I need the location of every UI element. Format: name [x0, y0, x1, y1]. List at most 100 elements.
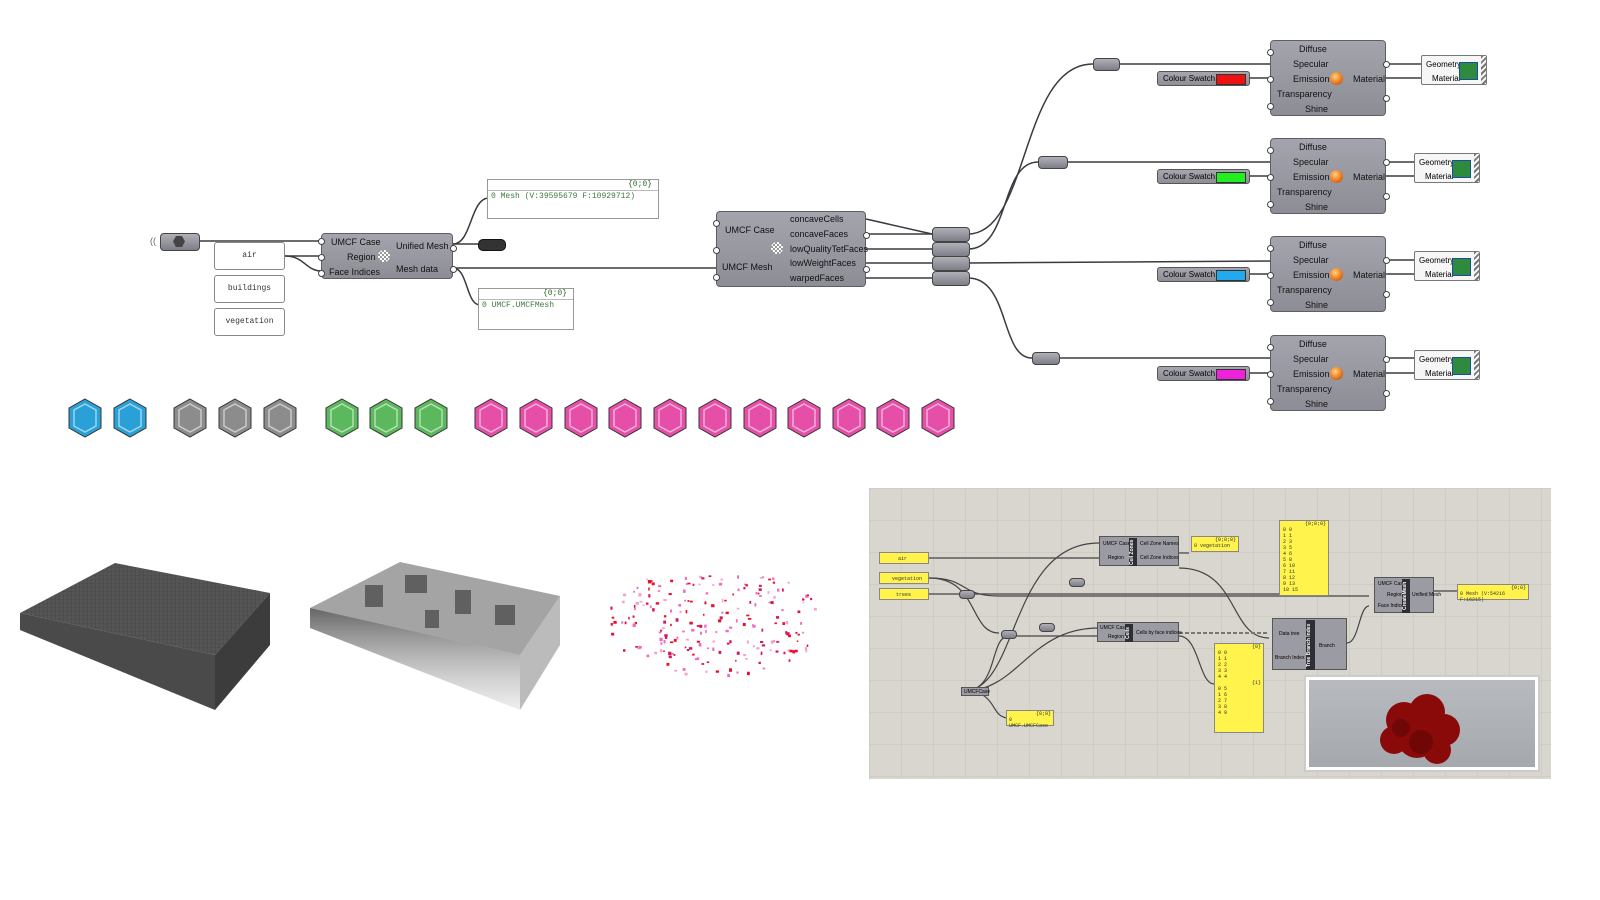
relay-2[interactable]: [1038, 156, 1068, 169]
create-mesh-component[interactable]: UMCF Case Region Face Indices CreateMesh…: [1374, 577, 1441, 613]
yellow-param-vegetation[interactable]: vegetation: [879, 572, 929, 584]
input-port[interactable]: [713, 220, 720, 228]
zigzag-edge: [1474, 252, 1479, 280]
input-shine: Shine: [1305, 104, 1329, 114]
colour-swatch-green[interactable]: Colour Swatch: [1157, 169, 1250, 184]
custom-preview-3[interactable]: Geometry Material: [1414, 251, 1480, 281]
input-port[interactable]: [1267, 371, 1274, 378]
input-port[interactable]: [1267, 102, 1274, 110]
material-component-1[interactable]: Diffuse Specular Emission Transparency S…: [1267, 40, 1390, 116]
input-port[interactable]: [1267, 49, 1274, 57]
output-port[interactable]: [863, 266, 870, 273]
face-point: [787, 649, 791, 652]
relay-4[interactable]: [1032, 352, 1060, 365]
material-component-3[interactable]: Diffuse Specular Emission Transparency S…: [1267, 236, 1390, 312]
face-point: [727, 673, 730, 678]
input-port[interactable]: [1267, 298, 1274, 306]
yellow-param-air[interactable]: air: [879, 552, 929, 564]
relay-1[interactable]: [1093, 58, 1120, 71]
param-label: UMCFCase: [964, 689, 991, 695]
panel-mesh-output[interactable]: {0;0} 0 Mesh (V:39595679 F:10929712): [487, 179, 659, 219]
colour-swatch-red[interactable]: Colour Swatch: [1157, 71, 1250, 86]
output-port[interactable]: [1383, 256, 1390, 264]
cell-zones-component[interactable]: UMCF Case Region Cell Zones Cell Zone Na…: [1099, 536, 1179, 566]
param-air[interactable]: air: [214, 242, 285, 270]
output-port[interactable]: [1383, 193, 1390, 200]
output-port[interactable]: [450, 265, 457, 273]
mesh-relay-4[interactable]: [932, 271, 970, 286]
input-port[interactable]: [713, 273, 720, 281]
cells-component[interactable]: UMCF Case Region Cells Cells by face ind…: [1097, 622, 1182, 642]
face-point: [670, 623, 672, 627]
face-point: [704, 624, 707, 628]
face-point: [792, 650, 796, 654]
param-buildings[interactable]: buildings: [214, 275, 285, 303]
face-point: [662, 627, 665, 630]
panel-umcf-output[interactable]: {0;0} 0 UMCF.UMCFMesh: [478, 288, 574, 330]
mesh-quality-component[interactable]: UMCF Case UMCF Mesh concaveCells concave…: [713, 211, 870, 287]
input-port[interactable]: [1267, 344, 1274, 352]
input-port[interactable]: [713, 247, 720, 254]
face-point: [721, 598, 724, 603]
output-cell-zone-indices: Cell Zone Indices: [1140, 555, 1179, 561]
face-point: [725, 611, 729, 615]
umcf-case-param[interactable]: UMCFCase: [961, 687, 991, 696]
mesh-relay-1[interactable]: [932, 227, 970, 242]
param-vegetation[interactable]: vegetation: [214, 308, 285, 336]
mesh-render-solid: [20, 563, 270, 710]
face-point: [725, 629, 729, 633]
custom-preview-1[interactable]: Geometry Material: [1421, 55, 1487, 85]
panel-value: 0 UMCF.UMCFCase: [1009, 717, 1049, 729]
output-port[interactable]: [1383, 390, 1390, 397]
input-geometry: Geometry: [1426, 60, 1462, 69]
input-port[interactable]: [1267, 147, 1274, 155]
relay[interactable]: [959, 590, 975, 599]
input-port[interactable]: [1267, 174, 1274, 181]
face-point: [674, 669, 677, 672]
face-point: [671, 653, 674, 655]
output-mesh-data: Mesh data: [396, 264, 439, 274]
output-port[interactable]: [1383, 158, 1390, 166]
custom-preview-4[interactable]: Geometry Material: [1414, 350, 1480, 380]
input-port[interactable]: [1267, 397, 1274, 405]
material-component-2[interactable]: Diffuse Specular Emission Transparency S…: [1267, 138, 1390, 214]
input-port[interactable]: [318, 254, 325, 261]
face-point: [610, 622, 613, 626]
component-title: Tree Branch Index: [1306, 620, 1315, 670]
panel-mesh-result[interactable]: {0;0} 0 Mesh (V:54216 F:16215): [1457, 584, 1529, 603]
hexagon-input-component[interactable]: [160, 233, 200, 251]
mesh-relay-2[interactable]: [932, 242, 970, 257]
input-port[interactable]: [1267, 272, 1274, 279]
input-port[interactable]: [1267, 76, 1274, 83]
deconstruct-umcf-component[interactable]: UMCF Case Region Face Indices Unified Me…: [318, 233, 457, 279]
material-component-4[interactable]: Diffuse Specular Emission Transparency S…: [1267, 335, 1390, 411]
output-port[interactable]: [1383, 291, 1390, 298]
relay[interactable]: [1069, 578, 1085, 587]
colour-swatch-blue[interactable]: Colour Swatch: [1157, 267, 1250, 282]
input-port[interactable]: [318, 237, 325, 245]
face-point: [660, 642, 663, 645]
output-port[interactable]: [1383, 95, 1390, 102]
colour-swatch-magenta[interactable]: Colour Swatch: [1157, 366, 1250, 381]
input-port[interactable]: [1267, 245, 1274, 253]
face-point: [635, 646, 639, 648]
relay[interactable]: [1001, 630, 1017, 639]
relay-dark[interactable]: [478, 239, 506, 251]
yellow-param-trees[interactable]: trees: [879, 588, 929, 600]
red-mesh-render: [1380, 694, 1460, 764]
panel-umcf-case[interactable]: {0;0} 0 UMCF.UMCFCase: [1006, 710, 1054, 729]
input-port[interactable]: [1267, 200, 1274, 208]
tree-branch-index-component[interactable]: Data tree Branch Index Tree Branch Index…: [1272, 618, 1347, 670]
mesh-relay-3[interactable]: [932, 256, 970, 271]
custom-preview-2[interactable]: Geometry Material: [1414, 153, 1480, 183]
output-port[interactable]: [1383, 355, 1390, 363]
output-port[interactable]: [1383, 60, 1390, 68]
relay[interactable]: [1039, 623, 1055, 632]
input-port[interactable]: [318, 270, 325, 278]
output-port[interactable]: [450, 244, 457, 252]
panel-zone-names[interactable]: {0;0;0} 0 vegetation: [1191, 536, 1239, 552]
input-umcf-case: UMCF Case: [1100, 625, 1128, 631]
output-port[interactable]: [863, 231, 870, 239]
